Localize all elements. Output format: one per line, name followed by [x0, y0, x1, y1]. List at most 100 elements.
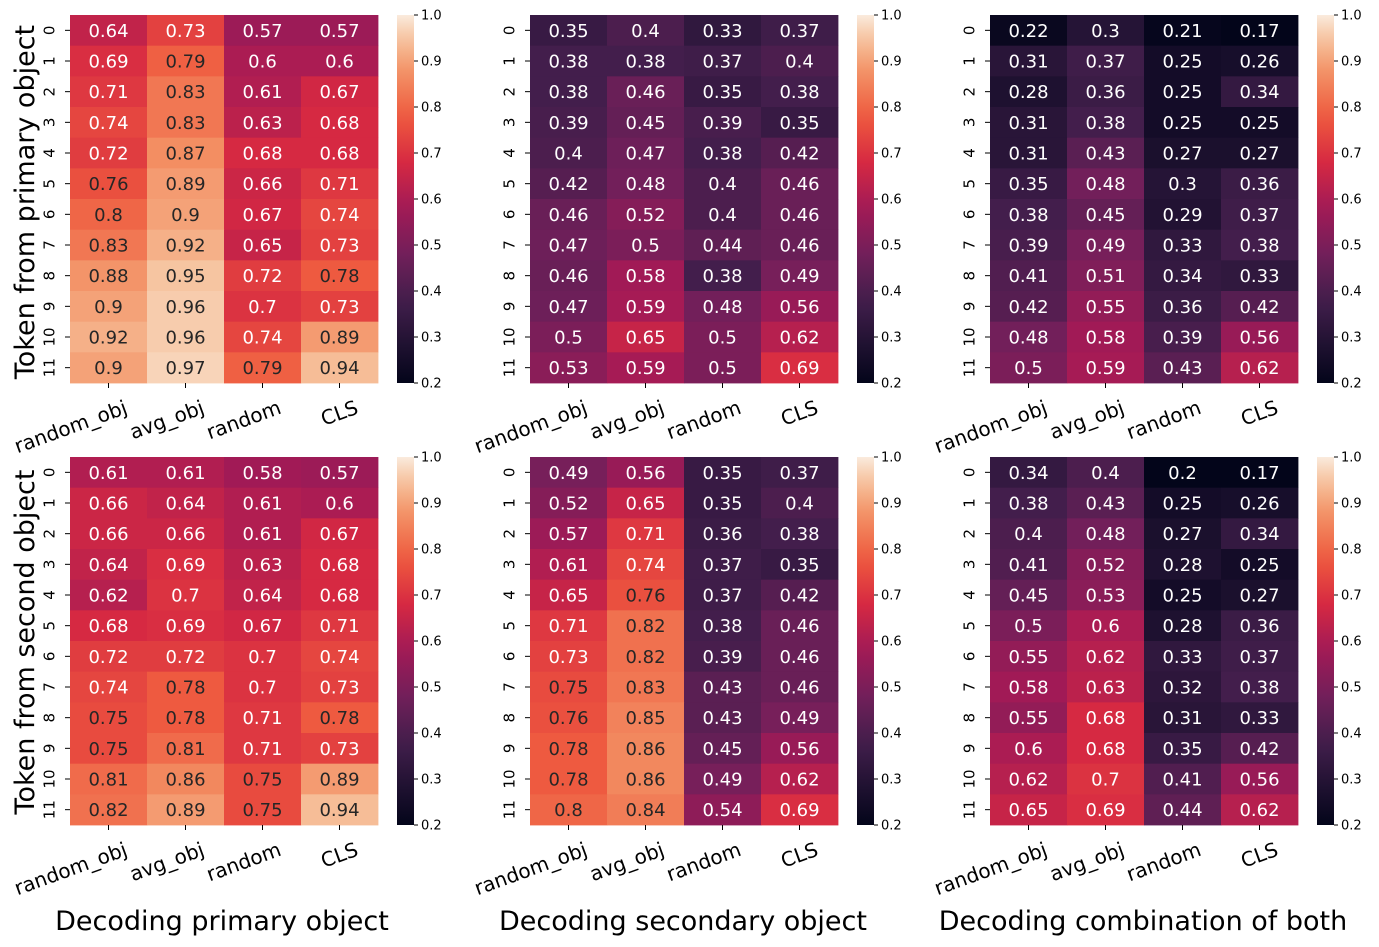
heatmap-cell	[1221, 733, 1299, 765]
y-tick-label: 3	[961, 560, 979, 570]
cell-value-label: 0.17	[1239, 21, 1279, 42]
cell-value-label: 0.5	[1014, 616, 1043, 637]
heatmap-cell	[224, 549, 302, 581]
heatmap-cell	[147, 518, 225, 550]
cell-value-label: 0.78	[548, 770, 588, 791]
heatmap-cell	[147, 610, 225, 642]
colorbar-tick-label: 0.9	[421, 55, 442, 70]
heatmap-cell	[530, 291, 608, 323]
heatmap-cell	[1221, 15, 1299, 47]
cell-value-label: 0.34	[1239, 524, 1279, 545]
heatmap-cell	[301, 352, 379, 384]
heatmap-cell	[530, 352, 608, 384]
colorbar-tick-label: 0.2	[881, 819, 902, 834]
cell-value-label: 0.68	[319, 113, 359, 134]
cell-value-label: 0.27	[1162, 144, 1202, 165]
heatmap-cell	[1067, 168, 1145, 200]
heatmap-cell	[530, 763, 608, 795]
cell-value-label: 0.35	[702, 494, 742, 515]
cell-value-label: 0.56	[779, 739, 819, 760]
cell-value-label: 0.8	[554, 800, 583, 821]
cell-value-label: 0.46	[779, 236, 819, 257]
colorbar-tick-label: 0.9	[881, 55, 902, 70]
heatmap-cell	[761, 291, 839, 323]
heatmap-cell	[1144, 76, 1222, 108]
cell-value-label: 0.72	[242, 266, 282, 287]
heatmap-cell	[70, 763, 148, 795]
colorbar	[857, 457, 874, 825]
heatmap-cell	[224, 107, 302, 139]
cell-value-label: 0.67	[242, 205, 282, 226]
y-tick-label: 10	[961, 327, 979, 346]
cell-value-label: 0.65	[242, 236, 282, 257]
cell-value-label: 0.38	[702, 144, 742, 165]
heatmap-cell	[224, 291, 302, 323]
colorbar-tick-label: 0.8	[421, 543, 442, 558]
cell-value-label: 0.66	[165, 524, 205, 545]
y-tick-label: 8	[501, 713, 519, 723]
heatmap-cell	[607, 107, 685, 139]
heatmap-cell	[70, 733, 148, 765]
cell-value-label: 0.51	[1085, 266, 1125, 287]
y-tick-label: 9	[501, 744, 519, 754]
cell-value-label: 0.31	[1008, 52, 1048, 73]
cell-value-label: 0.81	[88, 770, 128, 791]
y-tick-label: 10	[41, 327, 59, 346]
cell-value-label: 0.71	[625, 524, 665, 545]
heatmap-cell	[1067, 579, 1145, 611]
heatmap-cell	[1144, 15, 1222, 47]
cell-value-label: 0.62	[779, 328, 819, 349]
y-tick-label: 5	[41, 179, 59, 189]
heatmap-cell	[530, 641, 608, 673]
cell-value-label: 0.34	[1008, 463, 1048, 484]
cell-value-label: 0.61	[165, 463, 205, 484]
cell-value-label: 0.83	[165, 82, 205, 103]
heatmap-cell	[224, 15, 302, 47]
colorbar-tick-label: 0.3	[1341, 773, 1362, 788]
x-tick-label: random	[203, 837, 284, 886]
cell-value-label: 0.47	[548, 236, 588, 257]
heatmap-cell	[990, 733, 1068, 765]
heatmap-cell	[1221, 763, 1299, 795]
heatmap-cell	[990, 168, 1068, 200]
cell-value-label: 0.74	[319, 205, 359, 226]
heatmap-cell	[530, 168, 608, 200]
heatmap-cell	[224, 763, 302, 795]
heatmap-cell	[1067, 321, 1145, 353]
cell-value-label: 0.89	[165, 800, 205, 821]
heatmap-cell	[1144, 291, 1222, 323]
cell-value-label: 0.73	[165, 21, 205, 42]
cell-value-label: 0.61	[548, 555, 588, 576]
heatmap-cell	[1144, 457, 1222, 489]
cell-value-label: 0.35	[702, 82, 742, 103]
colorbar-tick-label: 0.9	[421, 497, 442, 512]
heatmap-cell	[1067, 610, 1145, 642]
cell-value-label: 0.39	[702, 113, 742, 134]
cell-value-label: 0.47	[625, 144, 665, 165]
cell-value-label: 0.85	[625, 708, 665, 729]
cell-value-label: 0.86	[625, 770, 665, 791]
heatmap-cell	[70, 260, 148, 292]
heatmap-cell	[1067, 291, 1145, 323]
cell-value-label: 0.68	[88, 616, 128, 637]
heatmap-cell	[530, 229, 608, 261]
y-tick-label: 7	[41, 240, 59, 250]
cell-value-label: 0.21	[1162, 21, 1202, 42]
heatmap-cell	[530, 15, 608, 47]
cell-value-label: 0.65	[548, 586, 588, 607]
cell-value-label: 0.69	[165, 555, 205, 576]
y-tick-label: 7	[41, 682, 59, 692]
heatmap-panel-bottom-right: 0.34 0.4 0.2 0.170.38 0.43 0.25 0.260.4 0.48 0.2…	[931, 451, 1362, 901]
x-tick-label: random_obj	[931, 837, 1050, 900]
colorbar-tick-label: 0.9	[1341, 55, 1362, 70]
heatmap-cell	[761, 579, 839, 611]
y-tick-label: 4	[501, 148, 519, 158]
heatmap-cell	[224, 321, 302, 353]
cell-value-label: 0.86	[165, 770, 205, 791]
cell-value-label: 0.42	[779, 586, 819, 607]
heatmap-cell	[607, 518, 685, 550]
y-tick-label: 9	[961, 302, 979, 312]
cell-value-label: 0.46	[779, 205, 819, 226]
y-tick-label: 5	[961, 179, 979, 189]
